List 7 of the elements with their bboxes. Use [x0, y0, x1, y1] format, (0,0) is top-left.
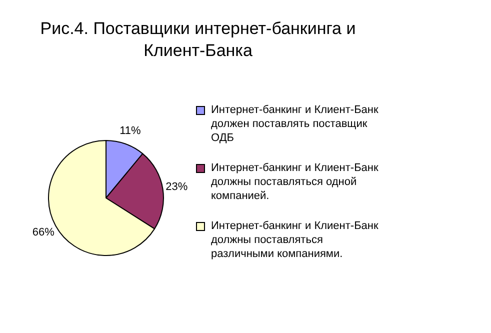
legend-label: Интернет-банкинг и Клиент-Банк должен поставлять поставщик ОДБ: [211, 103, 380, 145]
legend-label: Интернет-банкинг и Клиент-Банк должны поставляться одной компанией.: [211, 161, 380, 203]
chart-title: Рис.4. Поставщики интернет-банкинга и Клиент-Банка: [39, 18, 357, 62]
legend-label: Интернет-банкинг и Клиент-Банк должны поставляться различными компаниями.: [211, 219, 380, 261]
data-label: 23%: [166, 180, 188, 193]
data-label: 66%: [32, 226, 55, 238]
data-label: 11%: [120, 124, 142, 137]
